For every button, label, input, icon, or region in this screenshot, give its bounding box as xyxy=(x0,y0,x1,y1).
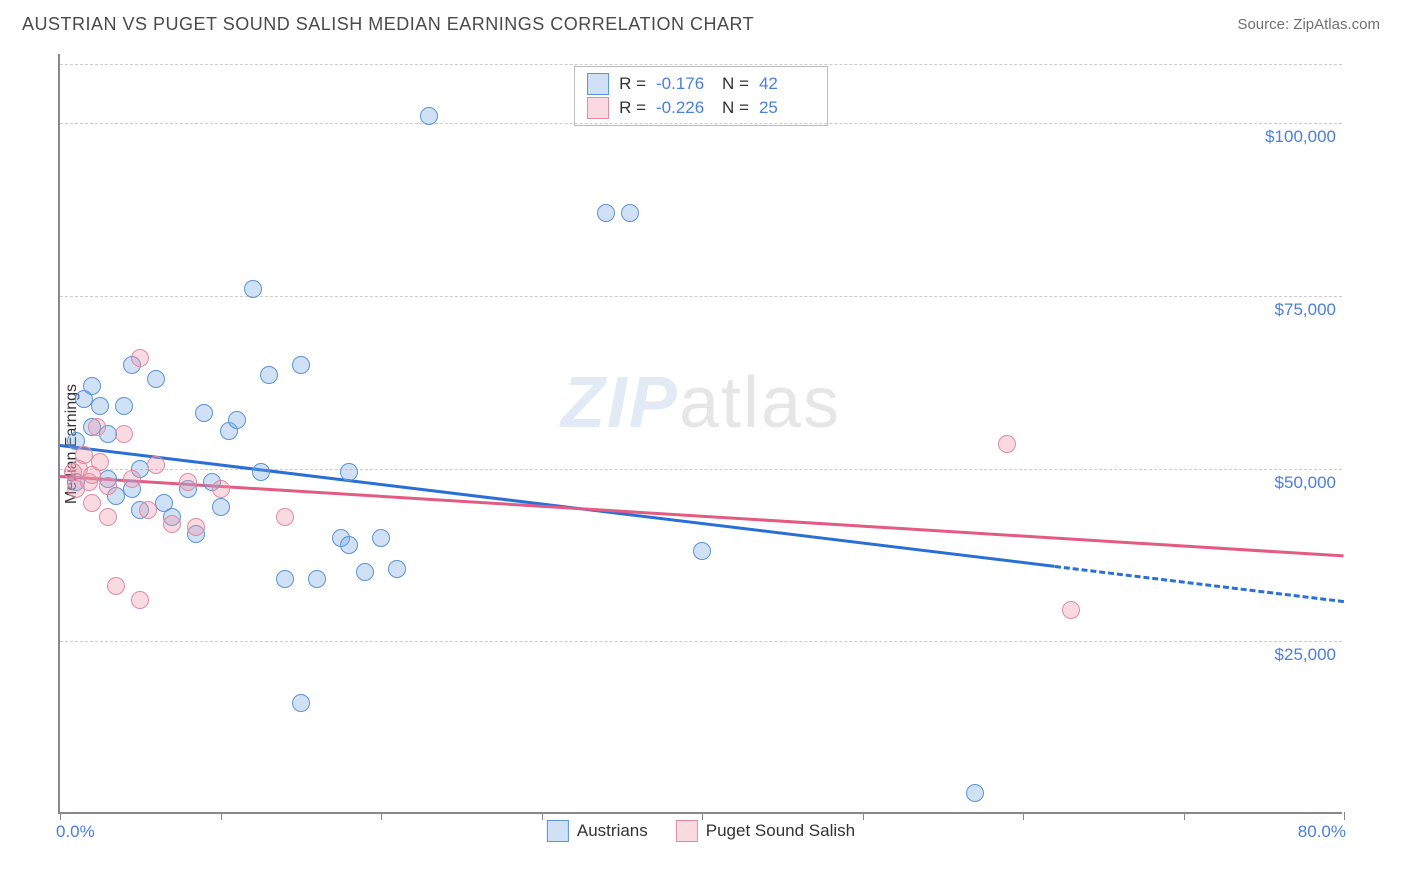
x-axis-min-label: 0.0% xyxy=(56,822,95,842)
data-point xyxy=(107,577,125,595)
y-tick-label: $25,000 xyxy=(1275,645,1336,665)
data-point xyxy=(147,456,165,474)
x-axis-max-label: 80.0% xyxy=(1298,822,1346,842)
data-point xyxy=(195,404,213,422)
data-point xyxy=(356,563,374,581)
data-point xyxy=(308,570,326,588)
n-value-salish: 25 xyxy=(759,98,815,118)
data-point xyxy=(147,370,165,388)
data-point xyxy=(693,542,711,560)
x-tick xyxy=(221,812,222,820)
chart-container: Median Earnings ZIPatlas R = -0.176 N = … xyxy=(22,44,1382,844)
x-tick xyxy=(1344,812,1345,820)
n-value-austrians: 42 xyxy=(759,74,815,94)
y-tick-label: $75,000 xyxy=(1275,300,1336,320)
r-label: R = xyxy=(619,98,646,118)
n-label: N = xyxy=(722,74,749,94)
data-point xyxy=(621,204,639,222)
x-tick xyxy=(702,812,703,820)
y-tick-label: $50,000 xyxy=(1275,473,1336,493)
data-point xyxy=(276,570,294,588)
plot-area: ZIPatlas R = -0.176 N = 42 R = -0.226 N … xyxy=(58,54,1342,814)
chart-title: AUSTRIAN VS PUGET SOUND SALISH MEDIAN EA… xyxy=(22,14,754,35)
data-point xyxy=(420,107,438,125)
data-point xyxy=(131,349,149,367)
data-point xyxy=(276,508,294,526)
x-tick xyxy=(542,812,543,820)
watermark-atlas: atlas xyxy=(679,363,841,443)
data-point xyxy=(260,366,278,384)
data-point xyxy=(1062,601,1080,619)
series-legend: Austrians Puget Sound Salish xyxy=(547,820,855,842)
gridline xyxy=(60,641,1342,642)
legend-label-salish: Puget Sound Salish xyxy=(706,821,855,841)
swatch-salish xyxy=(587,97,609,119)
data-point xyxy=(597,204,615,222)
r-value-salish: -0.226 xyxy=(656,98,712,118)
data-point xyxy=(212,480,230,498)
gridline xyxy=(60,64,1342,65)
swatch-austrians xyxy=(587,73,609,95)
n-label: N = xyxy=(722,98,749,118)
r-value-austrians: -0.176 xyxy=(656,74,712,94)
y-tick-label: $100,000 xyxy=(1265,127,1336,147)
swatch-salish xyxy=(676,820,698,842)
data-point xyxy=(83,494,101,512)
watermark-zip: ZIP xyxy=(561,363,679,443)
data-point xyxy=(91,453,109,471)
data-point xyxy=(187,518,205,536)
legend-item-salish: Puget Sound Salish xyxy=(676,820,855,842)
x-tick xyxy=(1184,812,1185,820)
data-point xyxy=(179,473,197,491)
data-point xyxy=(292,694,310,712)
x-tick xyxy=(381,812,382,820)
data-point xyxy=(252,463,270,481)
data-point xyxy=(292,356,310,374)
correlation-legend: R = -0.176 N = 42 R = -0.226 N = 25 xyxy=(574,66,828,126)
data-point xyxy=(340,463,358,481)
legend-row-austrians: R = -0.176 N = 42 xyxy=(587,73,815,95)
data-point xyxy=(244,280,262,298)
legend-item-austrians: Austrians xyxy=(547,820,648,842)
data-point xyxy=(163,515,181,533)
data-point xyxy=(966,784,984,802)
data-point xyxy=(228,411,246,429)
data-point xyxy=(99,477,117,495)
legend-row-salish: R = -0.226 N = 25 xyxy=(587,97,815,119)
data-point xyxy=(91,397,109,415)
trendline xyxy=(1055,565,1344,603)
data-point xyxy=(388,560,406,578)
data-point xyxy=(123,470,141,488)
data-point xyxy=(139,501,157,519)
legend-label-austrians: Austrians xyxy=(577,821,648,841)
x-tick xyxy=(60,812,61,820)
data-point xyxy=(372,529,390,547)
data-point xyxy=(88,418,106,436)
swatch-austrians xyxy=(547,820,569,842)
data-point xyxy=(131,591,149,609)
watermark: ZIPatlas xyxy=(561,362,841,444)
gridline xyxy=(60,123,1342,124)
data-point xyxy=(115,397,133,415)
data-point xyxy=(115,425,133,443)
r-label: R = xyxy=(619,74,646,94)
data-point xyxy=(99,508,117,526)
x-tick xyxy=(1023,812,1024,820)
data-point xyxy=(212,498,230,516)
data-point xyxy=(83,377,101,395)
data-point xyxy=(998,435,1016,453)
source-attribution: Source: ZipAtlas.com xyxy=(1237,16,1380,33)
data-point xyxy=(340,536,358,554)
x-tick xyxy=(863,812,864,820)
